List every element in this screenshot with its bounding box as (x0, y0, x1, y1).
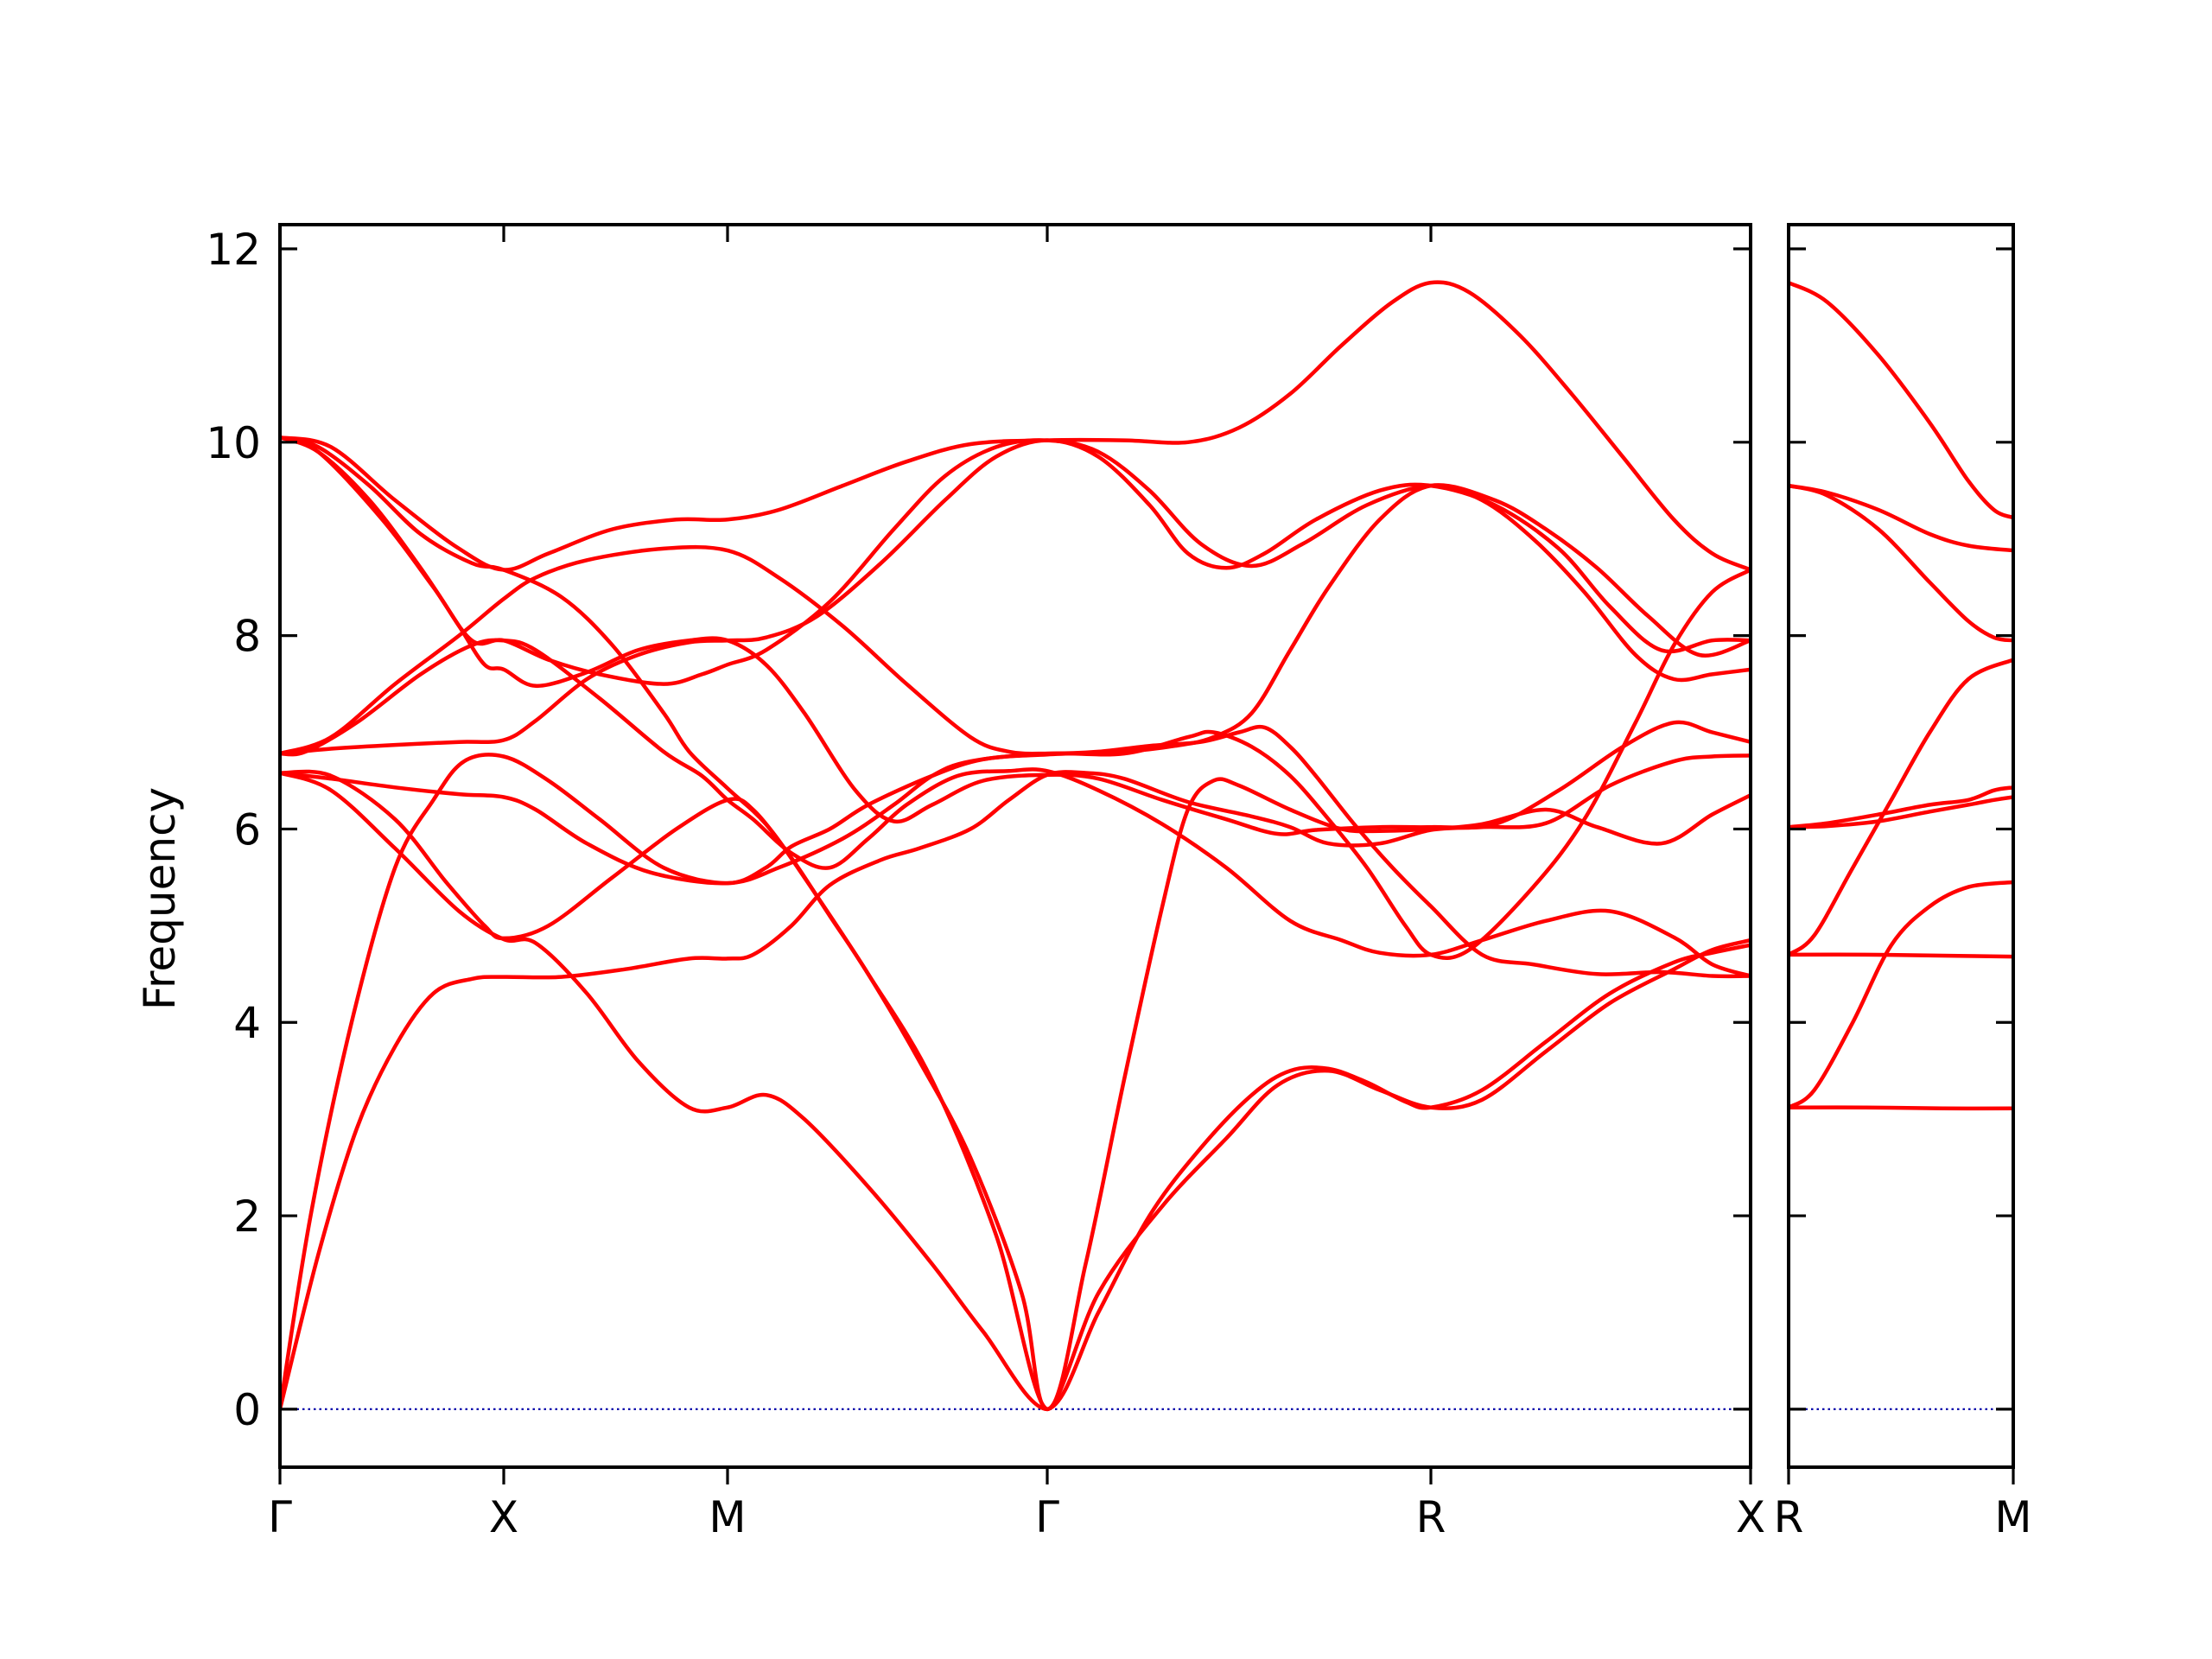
band-10 (280, 769, 1751, 1412)
axes-frame (278, 223, 1752, 1469)
y-tick-label: 8 (233, 612, 261, 662)
band-1 (1789, 1105, 2013, 1111)
y-tick-label: 2 (233, 1192, 261, 1242)
band-5 (280, 435, 1751, 836)
y-axis-label: Frequency (135, 787, 185, 1010)
x-tick-label: R (1774, 1492, 1804, 1542)
y-tick-label: 12 (206, 225, 261, 275)
band-3 (280, 771, 1751, 1412)
x-tick-label: M (709, 1492, 746, 1542)
band-4 (280, 438, 1751, 756)
x-tick-label: X (1736, 1492, 1765, 1542)
band-4 (1789, 658, 2013, 957)
y-tick-label: 4 (233, 998, 261, 1048)
main-panel: 0 2 4 6 8 10 12 Γ X M Γ R X (206, 223, 1765, 1542)
y-tick-label: 6 (233, 804, 261, 855)
band-6 (1789, 785, 2013, 830)
y-tick-label: 0 (233, 1385, 261, 1435)
band-9 (280, 544, 1751, 979)
band-7 (1789, 483, 2013, 643)
axes-frame (1787, 223, 2015, 1469)
y-tick-label: 10 (206, 418, 261, 468)
x-tick-label: M (1994, 1492, 2031, 1542)
band-11 (280, 280, 1751, 572)
band-9 (1789, 280, 2013, 520)
x-tick-label: Γ (268, 1492, 292, 1542)
band-8 (1789, 483, 2013, 553)
x-tick-label: Γ (1035, 1492, 1059, 1542)
x-tick-label: R (1416, 1492, 1446, 1542)
band-12 (280, 435, 1751, 686)
band-7 (280, 568, 1751, 961)
x-tick-label: X (489, 1492, 518, 1542)
band-2 (1789, 952, 2013, 959)
band-5 (1789, 795, 2013, 830)
band-3 (1789, 880, 2013, 1109)
